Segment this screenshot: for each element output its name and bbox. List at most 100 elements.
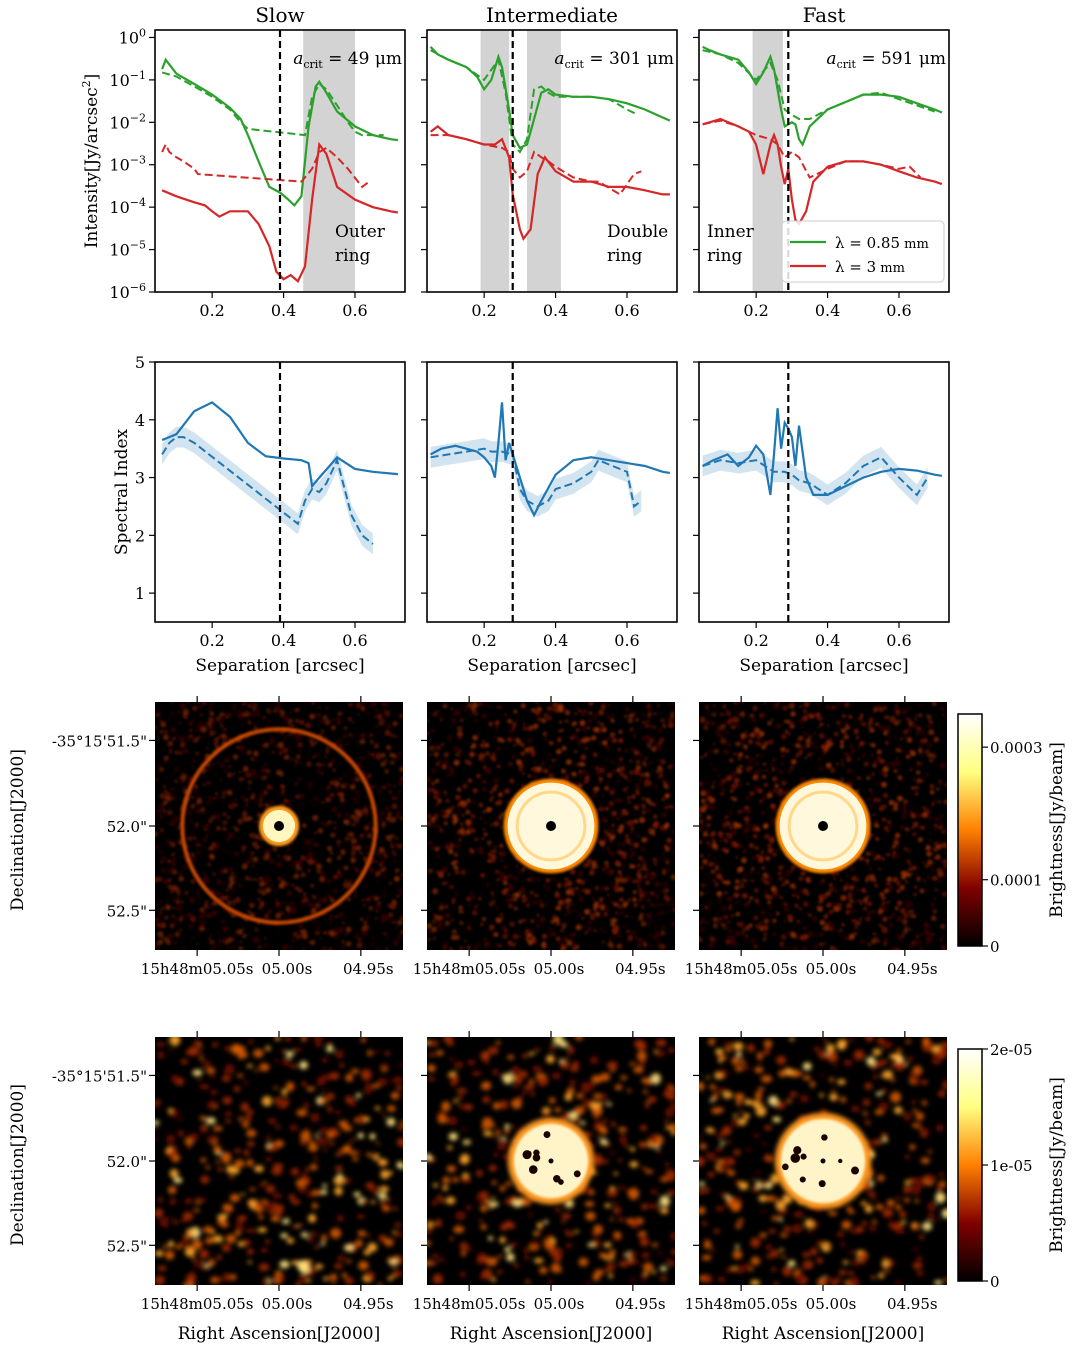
dark-clump [818, 1180, 826, 1188]
image-panel-3: 15h48m05.05s 05.00s 04.95s [685, 696, 947, 978]
colorbar-label: Brightness[Jy/beam] [1047, 1077, 1067, 1253]
x-tick-label: 0.2 [471, 631, 496, 650]
image-noise [427, 702, 675, 950]
series-line-3-mm-model [429, 125, 670, 241]
colorbar-label: Brightness[Jy/beam] [1047, 742, 1067, 918]
series-line-0-85-mm-observed [702, 49, 936, 120]
x-tick-label: 05.00s [806, 960, 857, 978]
y-tick-label: 52.5" [107, 902, 147, 920]
x-axis-label: Separation [arcsec] [739, 656, 908, 676]
dark-clump [799, 1176, 806, 1183]
x-tick-label: 0.2 [471, 301, 496, 320]
y-tick-label: 10−6 [109, 281, 146, 302]
x-tick-label: 0.6 [342, 301, 367, 320]
central-hole [274, 821, 284, 831]
outer-ring [180, 727, 378, 925]
disk-inner-ring [787, 790, 859, 862]
x-tick-label: 15h48m05.05s [685, 1295, 798, 1313]
spectral-panel-2: 0.2 0.4 0.6 Separation [arcsec] [421, 361, 678, 676]
image-row-3mm: -35°15'51.5" 52.0" 52.5" 15h48m05.05s 05.00s… [8, 1031, 1067, 1344]
axes-frame [698, 361, 950, 623]
y-tick-label: -35°15'51.5" [52, 1067, 147, 1085]
dark-clump [528, 1165, 538, 1174]
x-tick-label: 15h48m05.05s [141, 960, 254, 978]
uncertainty-band [702, 446, 928, 506]
x-axis-label: Separation [arcsec] [467, 656, 636, 676]
x-tick-label: 0.4 [815, 631, 840, 650]
x-tick-label: 15h48m05.05s [413, 1295, 526, 1313]
colorbar-tick-label: 0.0001 [990, 872, 1043, 890]
image-content [427, 702, 675, 950]
colorbar-tick-label: 0 [990, 1273, 1000, 1291]
colorbar-tick-label: 1e-05 [990, 1157, 1033, 1175]
x-tick-label: 0.2 [743, 301, 768, 320]
legend: λ = 0.85 mm λ = 3 mm [781, 220, 945, 283]
image-noise [699, 702, 947, 950]
y-tick-label: 2 [135, 526, 145, 545]
x-axis-label: Separation [arcsec] [195, 656, 364, 676]
y-tick-label: 100 [119, 26, 146, 47]
series-line-3-mm-observed [702, 119, 922, 179]
ring-label: Outer [335, 222, 386, 242]
x-tick-label: 05.00s [262, 1295, 313, 1313]
intensity-panel-1: Slow acrit = 49 μm Outer ring 0.2 0.4 0.6 10−6 1… [109, 3, 406, 320]
colorbar-tick-label: 0 [990, 938, 1000, 956]
y-tick-label: 10−2 [109, 111, 146, 132]
dark-clump [553, 1175, 561, 1183]
x-tick-label: 15h48m05.05s [685, 960, 798, 978]
ring-label: ring [707, 246, 743, 266]
y-tick-label: 4 [135, 411, 145, 430]
image-row-085mm: -35°15'51.5" 52.0" 52.5" 15h48m05.05s 05.00s… [8, 696, 1067, 978]
spectral-panel-3: 0.2 0.4 0.6 Separation [arcsec] [693, 361, 950, 676]
series-line-3-mm-observed [430, 134, 642, 196]
axes-frame [426, 361, 678, 623]
column-title: Fast [803, 3, 846, 27]
dark-clump [532, 1153, 541, 1162]
image-panel-3: 15h48m05.05s 05.00s 04.95s Right Ascension[… [685, 1031, 947, 1344]
y-axis-label: Declination[J2000] [8, 1084, 28, 1246]
y-tick-label: 5 [135, 353, 145, 372]
x-tick-label: 04.95s [343, 1295, 394, 1313]
dark-clump [782, 1163, 789, 1171]
axes-frame [154, 29, 406, 293]
dark-clump [543, 1131, 551, 1139]
image-noise [155, 1037, 403, 1285]
intensity-panel-2: Intermediate acrit = 301 μm Double ring 0.2 0… [421, 3, 678, 320]
x-tick-label: 0.2 [199, 631, 224, 650]
y-tick-label: 1 [135, 584, 145, 603]
image-panel-1: -35°15'51.5" 52.0" 52.5" 15h48m05.05s 05.00s… [52, 696, 403, 978]
central-hole [548, 1158, 554, 1164]
y-tick-label: 52.5" [107, 1237, 147, 1255]
x-tick-label: 0.4 [271, 631, 296, 650]
image-noise [699, 1037, 947, 1285]
series-line-model [161, 401, 398, 489]
x-tick-label: 0.6 [614, 631, 639, 650]
y-axis-label: Declination[J2000] [8, 749, 28, 911]
series-line-0-85-mm-observed [161, 71, 384, 137]
dark-clump [525, 1150, 532, 1157]
image-content [427, 1037, 675, 1285]
series-line-observed [161, 436, 374, 545]
image-content [155, 702, 403, 950]
x-tick-label: 15h48m05.05s [413, 960, 526, 978]
x-tick-label: 0.6 [342, 631, 367, 650]
image-panel-2: 15h48m05.05s 05.00s 04.95s Right Ascension[… [413, 1031, 675, 1344]
y-axis-label: Spectral Index [112, 428, 132, 555]
axes-frame [426, 29, 678, 293]
x-tick-label: 0.4 [271, 301, 296, 320]
a-crit-label: acrit = 49 μm [293, 49, 402, 71]
x-axis-label: Right Ascension[J2000] [722, 1324, 925, 1344]
image-panel-2: 15h48m05.05s 05.00s 04.95s [413, 696, 675, 978]
x-tick-label: 0.6 [614, 301, 639, 320]
uncertainty-band [430, 438, 642, 517]
series-line-observed [702, 456, 929, 497]
colorbar-gradient [957, 1048, 983, 1282]
y-tick-label: 52.0" [107, 818, 147, 836]
x-tick-label: 04.95s [343, 960, 394, 978]
y-tick-label: -35°15'51.5" [52, 732, 147, 750]
x-tick-label: 04.95s [887, 960, 938, 978]
y-tick-label: 10−5 [109, 239, 146, 260]
a-crit-label: acrit = 591 μm [826, 49, 946, 71]
x-tick-label: 0.4 [543, 631, 568, 650]
